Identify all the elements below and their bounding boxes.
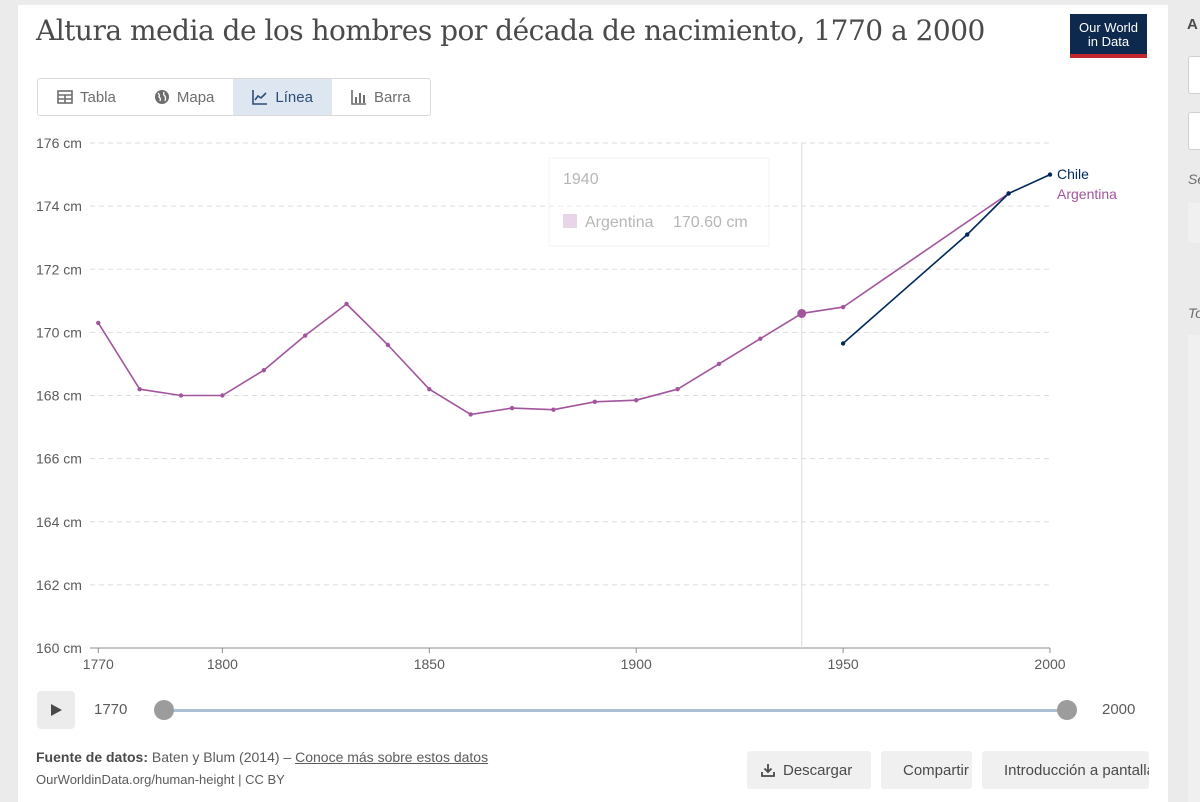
data-point-argentina [592, 399, 598, 405]
download-icon [761, 764, 775, 777]
series-line-argentina [97, 192, 1010, 416]
y-tick-label: 170 cm [36, 324, 82, 340]
learn-more-link[interactable]: Conoce más sobre estos datos [295, 749, 489, 765]
data-point-argentina [551, 407, 556, 412]
data-point-argentina [634, 398, 639, 403]
y-tick-label: 176 cm [36, 135, 82, 151]
y-tick-label: 174 cm [36, 198, 82, 214]
tooltip-entity: Argentina [585, 214, 654, 231]
data-point-chile [1047, 172, 1053, 177]
data-point-argentina [675, 386, 680, 392]
share-button[interactable]: Compartir [881, 751, 972, 789]
data-point-argentina [96, 320, 101, 326]
owid-logo[interactable]: Our World in Data [1070, 14, 1147, 58]
line-chart[interactable]: 160 cm 162 cm 164 cm 166 cm 168 cm 170 cm 172 … [0, 0, 1170, 690]
tooltip-swatch [563, 214, 577, 228]
x-tick-label: 1850 [414, 656, 445, 672]
tab-line[interactable]: Línea [233, 79, 332, 115]
tab-map[interactable]: Mapa [135, 79, 234, 115]
data-point-argentina [509, 405, 515, 411]
tab-map-label: Mapa [176, 88, 215, 106]
data-point-argentina [220, 393, 225, 398]
line-chart-icon [252, 90, 268, 105]
bar-chart-icon [351, 90, 366, 105]
y-tick-label: 166 cm [36, 451, 82, 467]
table-icon [57, 90, 73, 104]
page-title: Altura media de los hombres por década d… [36, 14, 985, 47]
logo-line-2: in Data [1087, 34, 1130, 49]
tab-bar-label: Barra [373, 88, 411, 106]
source-label: Fuente de datos: [36, 749, 149, 765]
download-button[interactable]: Descargar [747, 751, 871, 789]
tooltip: 1940 Argentina 170.60 cm [548, 157, 770, 247]
sidebar-control-1[interactable] [1188, 56, 1200, 94]
y-tick-label: 172 cm [36, 261, 82, 277]
x-tick-label: 1950 [828, 656, 859, 672]
tooltip-year: 1940 [563, 171, 599, 188]
source-line: Fuente de datos: Baten y Blum (2014) – C… [36, 749, 488, 765]
data-point-chile [1006, 191, 1011, 196]
play-button[interactable] [37, 691, 75, 729]
y-tick-label: 168 cm [36, 388, 82, 404]
x-tick-label: 1800 [207, 656, 238, 672]
logo-line-1: Our World [1079, 20, 1138, 35]
series-label-chile: Chile [1057, 166, 1089, 182]
series-line-chile [842, 173, 1051, 345]
hover-point [797, 308, 807, 318]
data-point-argentina [716, 361, 722, 367]
timeline-end-handle[interactable] [1057, 700, 1077, 720]
fullscreen-label: Introducción a pantalla completa [1004, 761, 1149, 779]
timeline-start-label: 1770 [94, 701, 128, 718]
timeline-track[interactable] [164, 709, 1067, 712]
tab-table[interactable]: Tabla [38, 79, 135, 115]
data-point-argentina [261, 368, 266, 373]
data-point-argentina [758, 336, 763, 341]
timeline-start-handle[interactable] [154, 700, 174, 720]
globe-icon [154, 90, 169, 104]
sidebar-label-to: To [1188, 305, 1200, 321]
view-tabs: Tabla Mapa Línea Barra [37, 78, 431, 116]
data-point-argentina [427, 386, 432, 392]
download-label: Descargar [783, 761, 853, 779]
sidebar-label-se: Se [1188, 171, 1200, 187]
tab-line-label: Línea [275, 88, 313, 106]
tab-table-label: Tabla [80, 88, 116, 106]
data-point-argentina [385, 342, 391, 348]
data-point-chile [965, 232, 970, 237]
x-tick-label: 2000 [1034, 656, 1065, 672]
data-point-argentina [302, 333, 308, 338]
x-tick-label: 1900 [621, 656, 652, 672]
timeline-end-label: 2000 [1102, 701, 1136, 718]
tab-bar[interactable]: Barra [332, 79, 430, 115]
sidebar-heading: A [1187, 16, 1198, 33]
data-point-argentina [178, 393, 184, 398]
play-icon [51, 704, 62, 716]
series-label-argentina: Argentina [1057, 186, 1117, 202]
x-tick-label: 1770 [83, 656, 114, 672]
y-tick-label: 162 cm [36, 577, 82, 593]
y-tick-label: 160 cm [36, 640, 82, 656]
data-point-argentina [468, 412, 473, 417]
tooltip-value: 170.60 cm [673, 214, 748, 231]
source-url: OurWorldinData.org/human-height | CC BY [36, 772, 285, 787]
share-label: Compartir [903, 761, 969, 779]
chart-card [18, 5, 1168, 802]
sidebar-list[interactable] [1188, 335, 1200, 802]
source-text: Baten y Blum (2014) – [151, 749, 292, 765]
data-point-argentina [137, 386, 142, 392]
fullscreen-button[interactable]: Introducción a pantalla completa [982, 751, 1149, 789]
sidebar-control-2[interactable] [1188, 112, 1200, 150]
data-point-argentina [344, 301, 349, 307]
y-tick-label: 164 cm [36, 514, 82, 530]
data-point-chile [840, 341, 846, 346]
data-point-argentina [840, 304, 846, 310]
sidebar-row[interactable] [1188, 203, 1200, 243]
